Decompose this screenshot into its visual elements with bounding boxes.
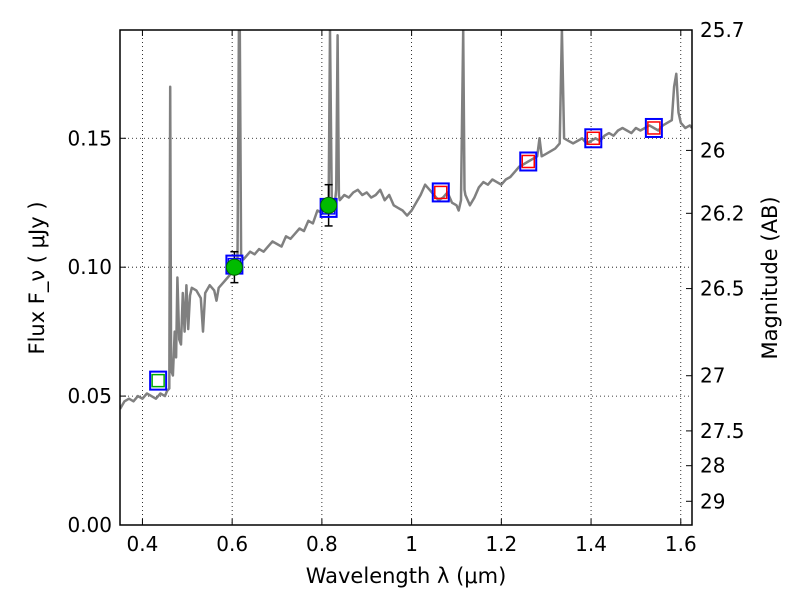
grid-lines (120, 30, 692, 525)
right-tick-label: 28 (700, 454, 725, 478)
x-tick-label: 0.6 (216, 532, 248, 556)
x-tick-label: 0.4 (127, 532, 159, 556)
model-photometry-inner (521, 154, 536, 169)
y-tick-label: 0.05 (67, 384, 112, 408)
right-axis-label: Magnitude (AB) (758, 196, 782, 359)
right-tick-label: 27 (700, 364, 725, 388)
model-photometry-inner (586, 131, 601, 146)
x-tick-label: 1.6 (665, 532, 697, 556)
right-tick-label: 25.7 (700, 18, 745, 42)
model-photometry-square (519, 151, 538, 172)
y-tick-label: 0.00 (67, 513, 112, 537)
axis-ticks (120, 29, 692, 526)
x-tick-label: 1.4 (575, 532, 607, 556)
x-axis-label: Wavelength λ (μm) (306, 564, 507, 588)
observed-point (225, 258, 243, 276)
x-tick-label: 0.8 (306, 532, 338, 556)
right-tick-label: 26.2 (700, 201, 745, 225)
model-photometry-inner (647, 121, 661, 135)
x-tick-label: 1 (405, 532, 418, 556)
model-photometry-inner (151, 373, 165, 388)
y-axis-label: Flux F_ν ( μJy ) (25, 201, 50, 354)
right-tick-label: 26.5 (700, 277, 745, 301)
right-tick-label: 29 (700, 489, 725, 513)
model-photometry-square (584, 128, 603, 149)
axis-tick-labels: 0.4 0.6 0.8 1 1.2 1.4 1.6 0.00 0.05 0.10 0.15 25.7 2… (67, 18, 744, 556)
plot-frame (119, 29, 693, 526)
model-photometry-square (431, 182, 450, 203)
y-tick-label: 0.10 (67, 255, 112, 279)
model-photometry-square (149, 370, 168, 391)
spectrum-line (120, 30, 692, 410)
model-photometry-inner (434, 185, 448, 200)
x-tick-label: 1.2 (485, 532, 517, 556)
observed-point (320, 196, 338, 214)
y-tick-label: 0.15 (67, 126, 112, 150)
plot-content (120, 30, 692, 410)
model-photometry-square (644, 117, 663, 138)
right-tick-label: 27.5 (700, 419, 745, 443)
right-tick-label: 26 (700, 138, 725, 162)
